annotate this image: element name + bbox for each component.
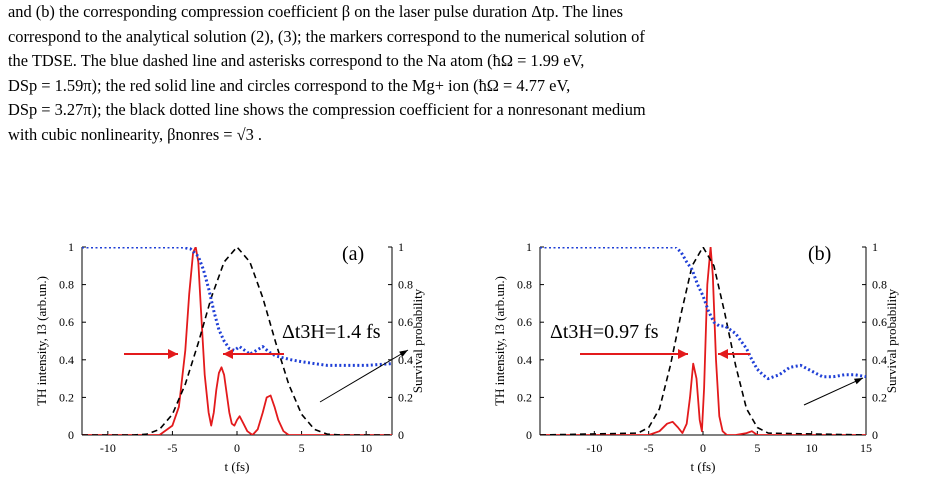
series-line-blue-dotted [540, 247, 866, 381]
axis-pointer-arrow-shaft [803, 377, 864, 406]
y-tick-label-right: 0.2 [872, 390, 887, 404]
x-axis-label: t (fs) [691, 459, 716, 474]
width-arrow-right-head [223, 349, 233, 359]
duration-annotation: Δt3H=1.4 fs [282, 321, 381, 343]
axis-pointer-arrow-head [854, 378, 863, 385]
chart-panel-b: -10 -5 0 5 10 150 00.2 0.20.4 0.40.6 0.60.8 0.81 1t… [492, 240, 899, 474]
y-tick-label-left: 1 [526, 240, 532, 254]
y-tick-label-right: 0.6 [872, 315, 887, 329]
y-axis-label-left: TH intensity, I3 (arb.un.) [492, 276, 507, 406]
series-group [540, 247, 866, 435]
figure-caption: and (b) the corresponding compression co… [8, 0, 942, 148]
y-tick-label-right: 0.8 [398, 278, 413, 292]
x-tick-label: -5 [167, 441, 177, 455]
caption-line-1: and (b) the corresponding compression co… [8, 2, 624, 21]
y-tick-label-right: 0.4 [398, 353, 413, 367]
caption-line-5: DSp = 3.27π); the black dotted line show… [8, 100, 646, 120]
width-arrow-right-head [718, 349, 728, 359]
y-tick-label-right: 1 [872, 240, 878, 254]
x-tick-label: -5 [644, 441, 654, 455]
y-axis-label-right: Survival probability [884, 288, 899, 393]
y-tick-label-left: 0.6 [59, 315, 74, 329]
y-tick-label-left: 0.6 [517, 315, 532, 329]
x-tick-label: 0 [234, 441, 240, 455]
y-tick-label-left: 0.4 [517, 353, 532, 367]
x-tick-label: 10 [360, 441, 372, 455]
y-tick-label-left: 0 [68, 428, 74, 442]
y-axis-label-right: Survival probability [410, 288, 425, 393]
x-tick-label: 15 [860, 441, 872, 455]
series-group [82, 247, 392, 435]
y-tick-label-right: 1 [398, 240, 404, 254]
y-tick-label-right: 0 [398, 428, 404, 442]
width-arrow-left-head [168, 349, 178, 359]
caption-line-3: the TDSE. The blue dashed line and aster… [8, 51, 585, 71]
x-tick-label: -10 [586, 441, 602, 455]
y-tick-label-left: 1 [68, 240, 74, 254]
x-tick-label: -10 [100, 441, 116, 455]
y-tick-label-left: 0.2 [59, 390, 74, 404]
x-tick-label: 5 [754, 441, 760, 455]
y-tick-label-right: 0.6 [398, 315, 413, 329]
y-tick-label-left: 0 [526, 428, 532, 442]
y-tick-label-right: 0.2 [398, 390, 413, 404]
axis-pointer-arrow-shaft [319, 349, 409, 403]
series-line-black-dashed [540, 247, 866, 435]
y-tick-label-left: 0.8 [517, 278, 532, 292]
duration-annotation: Δt3H=0.97 fs [550, 321, 659, 343]
y-axis-label-left: TH intensity, I3 (arb.un.) [34, 276, 49, 406]
panel-label: (b) [808, 243, 831, 265]
panel-label: (a) [342, 243, 364, 265]
y-tick-label-right: 0 [872, 428, 878, 442]
axis-pointer-arrow-head [399, 350, 408, 357]
caption-line-4: DSp = 1.59π); the red solid line and cir… [8, 75, 571, 95]
x-tick-label: 0 [700, 441, 706, 455]
x-tick-label: 10 [806, 441, 818, 455]
x-tick-label: 5 [299, 441, 305, 455]
chart-panel-a: -10 -5 0 5 10 0 0 0.2 0.2 0.4 0.4 0.6 0.6 0.8 0.8 1 1 t (… [34, 240, 425, 474]
caption-line-2: correspond to the analytical solution (2… [8, 26, 645, 46]
caption-line-6: with cubic nonlinearity, βnonres = √3 . [8, 124, 263, 144]
series-line-blue-dotted [82, 247, 392, 367]
series-line-red-solid [540, 247, 866, 435]
width-arrow-left-head [678, 349, 688, 359]
y-tick-label-right: 0.4 [872, 353, 887, 367]
y-tick-label-left: 0.8 [59, 278, 74, 292]
y-tick-label-right: 0.8 [872, 278, 887, 292]
y-tick-label-left: 0.4 [59, 353, 74, 367]
y-tick-label-left: 0.2 [517, 390, 532, 404]
x-axis-label: t (fs) [225, 459, 250, 474]
